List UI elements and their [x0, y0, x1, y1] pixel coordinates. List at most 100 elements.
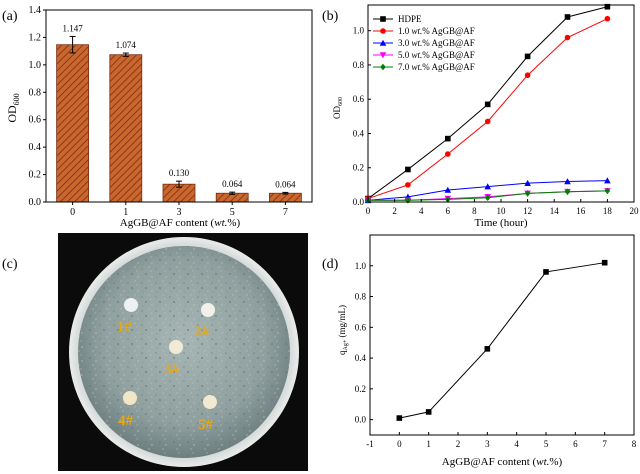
panel-b-point-0-2	[445, 135, 451, 142]
panel-d-series-line-0	[399, 262, 605, 419]
panel-d-y-tick-0.8: 0.8	[355, 292, 367, 302]
legend-marker-3	[379, 52, 387, 59]
panel-b-point-0-1	[405, 166, 411, 173]
panel-d-plot-frame	[369, 234, 635, 436]
panel-b-point-1-3	[484, 118, 491, 125]
panel-d-x-axis-label-pre: AgGB@AF content (	[442, 456, 537, 468]
panel-a-plot-frame	[45, 9, 313, 203]
panel-d-y-tick-0.2: 0.2	[355, 384, 366, 394]
panel-a-x-axis-label: AgGB@AF content (wt.%)	[120, 217, 241, 229]
sample-disc-5	[203, 395, 217, 409]
panel-b-point-4-4	[524, 190, 531, 197]
sample-disc-1	[124, 298, 138, 312]
panel-a-x-axis-label-italic: wt.	[214, 217, 227, 229]
panel-b-plot-frame	[367, 4, 635, 203]
panel-b-x-tick-14: 14	[550, 206, 560, 216]
legend-marker-1	[380, 28, 386, 34]
panel-b-x-tick-4: 4	[419, 206, 424, 216]
panel-b-point-2-3	[484, 183, 491, 190]
panel-b-point-1-4	[524, 72, 531, 79]
panel-a-x-axis-label-pre: AgGB@AF content (	[120, 217, 215, 229]
bacterial-lawn-texture	[78, 246, 290, 458]
y-tick-0.8: 0.8	[29, 87, 42, 98]
sample-label-3: 3#	[164, 362, 180, 378]
panel-d-y-tick-0.4: 0.4	[355, 353, 367, 363]
bar-0	[56, 44, 89, 203]
panel-d-x-axis-label-italic: wt.	[536, 456, 549, 468]
panel-d-y-tick-1.0: 1.0	[355, 261, 367, 271]
panel-b-y-axis-main: OD	[332, 106, 342, 119]
panel-b-x-tick-18: 18	[603, 206, 613, 216]
panel-b-line-chart: (b) 0 2 4 6 8 10 12 14 16 18 20 0.0 0.2 0.4 0.6 0.8 1.0 …	[322, 3, 640, 229]
panel-d-y-axis-sub: Ag+	[343, 339, 349, 350]
panel-d-point-0-1	[425, 409, 432, 415]
legend-marker-2	[379, 39, 387, 46]
panel-d-line-chart: (d) -1 0 1 2 3 4 5 6 7 8 0.0 0.2 0.4 0.6 0.8 1.0 qAg+ (…	[322, 234, 637, 468]
panel-b-x-tick-0: 0	[366, 206, 371, 216]
panel-a-y-axis-main: OD	[5, 105, 19, 123]
panel-b-point-1-2	[445, 151, 451, 157]
value-label-7: 0.064	[275, 179, 296, 189]
panel-d-x-tick-7: 7	[602, 439, 607, 449]
error-bar-0	[69, 35, 76, 54]
legend-label-3: 5.0 wt.% AgGB@AF	[398, 50, 475, 60]
panel-b-point-0-3	[484, 101, 491, 108]
y-tick-0.6: 0.6	[29, 115, 42, 126]
panel-a-bar-chart: (a) 1.147 1.074 0.130 0.064 0.064 0 1 3 5 7 0.0 0.…	[2, 5, 313, 229]
panel-b-y-axis-label: OD600	[332, 97, 344, 119]
panel-b-y-tick-0.2: 0.2	[353, 163, 364, 173]
panel-b-x-tick-16: 16	[576, 206, 586, 216]
panel-d-point-0-0	[396, 415, 403, 421]
value-label-3: 0.130	[169, 168, 190, 178]
panel-d-label: (d)	[322, 257, 339, 272]
legend-label-2: 3.0 wt.% AgGB@AF	[398, 38, 475, 48]
panel-b-x-tick-6: 6	[446, 206, 451, 216]
x-tick-7: 7	[283, 207, 288, 218]
sample-label-4: 4#	[118, 413, 134, 429]
panel-d-x-axis-label: AgGB@AF content (wt.%)	[442, 456, 563, 468]
error-bar-3	[176, 180, 182, 188]
x-tick-1: 1	[123, 207, 128, 218]
value-label-1: 1.074	[116, 40, 137, 50]
panel-a-x-axis-label-post: %)	[227, 217, 240, 229]
error-bar-1	[122, 52, 129, 57]
panel-b-point-4-5	[564, 188, 571, 196]
panel-b-x-tick-20: 20	[630, 206, 640, 216]
x-tick-5: 5	[230, 207, 235, 218]
panel-b-y-tick-1.0: 1.0	[353, 26, 365, 36]
panel-d-x-tick-6: 6	[573, 439, 578, 449]
panel-b-point-1-1	[405, 182, 411, 188]
x-tick-0: 0	[70, 207, 75, 218]
panel-b-x-tick-10: 10	[497, 206, 507, 216]
panel-b-point-0-4	[524, 53, 531, 60]
panel-b-legend: HDPE 1.0 wt.% AgGB@AF 3.0 wt.% AgGB@AF 5.0 …	[373, 14, 475, 72]
panel-d-x-tick-3: 3	[485, 439, 490, 449]
panel-d-y-axis-unit: (mg/mL)	[337, 305, 347, 340]
panel-b-x-tick-12: 12	[523, 206, 532, 216]
error-bar-5	[229, 191, 236, 195]
panel-a-y-axis-label: OD600	[5, 93, 21, 122]
panel-b-point-2-4	[524, 179, 531, 186]
x-tick-3: 3	[177, 207, 182, 218]
panel-b-point-1-5	[564, 34, 571, 41]
panel-d-x-axis-label-post: %)	[549, 456, 562, 468]
panel-c-label: (c)	[2, 257, 18, 272]
y-tick-1.4: 1.4	[29, 5, 42, 16]
sample-label-2: 2#	[194, 324, 210, 340]
panel-b-point-0-6	[604, 3, 611, 10]
error-bar-7	[282, 191, 289, 195]
panel-b-y-tick-0.0: 0.0	[353, 197, 365, 207]
panel-b-point-2-2	[444, 186, 452, 193]
panel-b-label: (b)	[322, 9, 339, 24]
panel-b-y-axis-sub: 600	[338, 97, 344, 106]
sample-disc-2	[201, 303, 215, 317]
legend-marker-4	[380, 63, 386, 71]
y-tick-1.0: 1.0	[29, 60, 42, 71]
sample-disc-4	[123, 391, 137, 405]
panel-d-point-0-2	[484, 346, 491, 352]
panel-b-x-axis-label: Time (hour)	[474, 217, 527, 229]
panel-b-y-tick-0.4: 0.4	[353, 128, 365, 138]
legend-label-4: 7.0 wt.% AgGB@AF	[398, 62, 475, 72]
panel-d-y-axis-label: qAg+ (mg/mL)	[337, 305, 349, 355]
